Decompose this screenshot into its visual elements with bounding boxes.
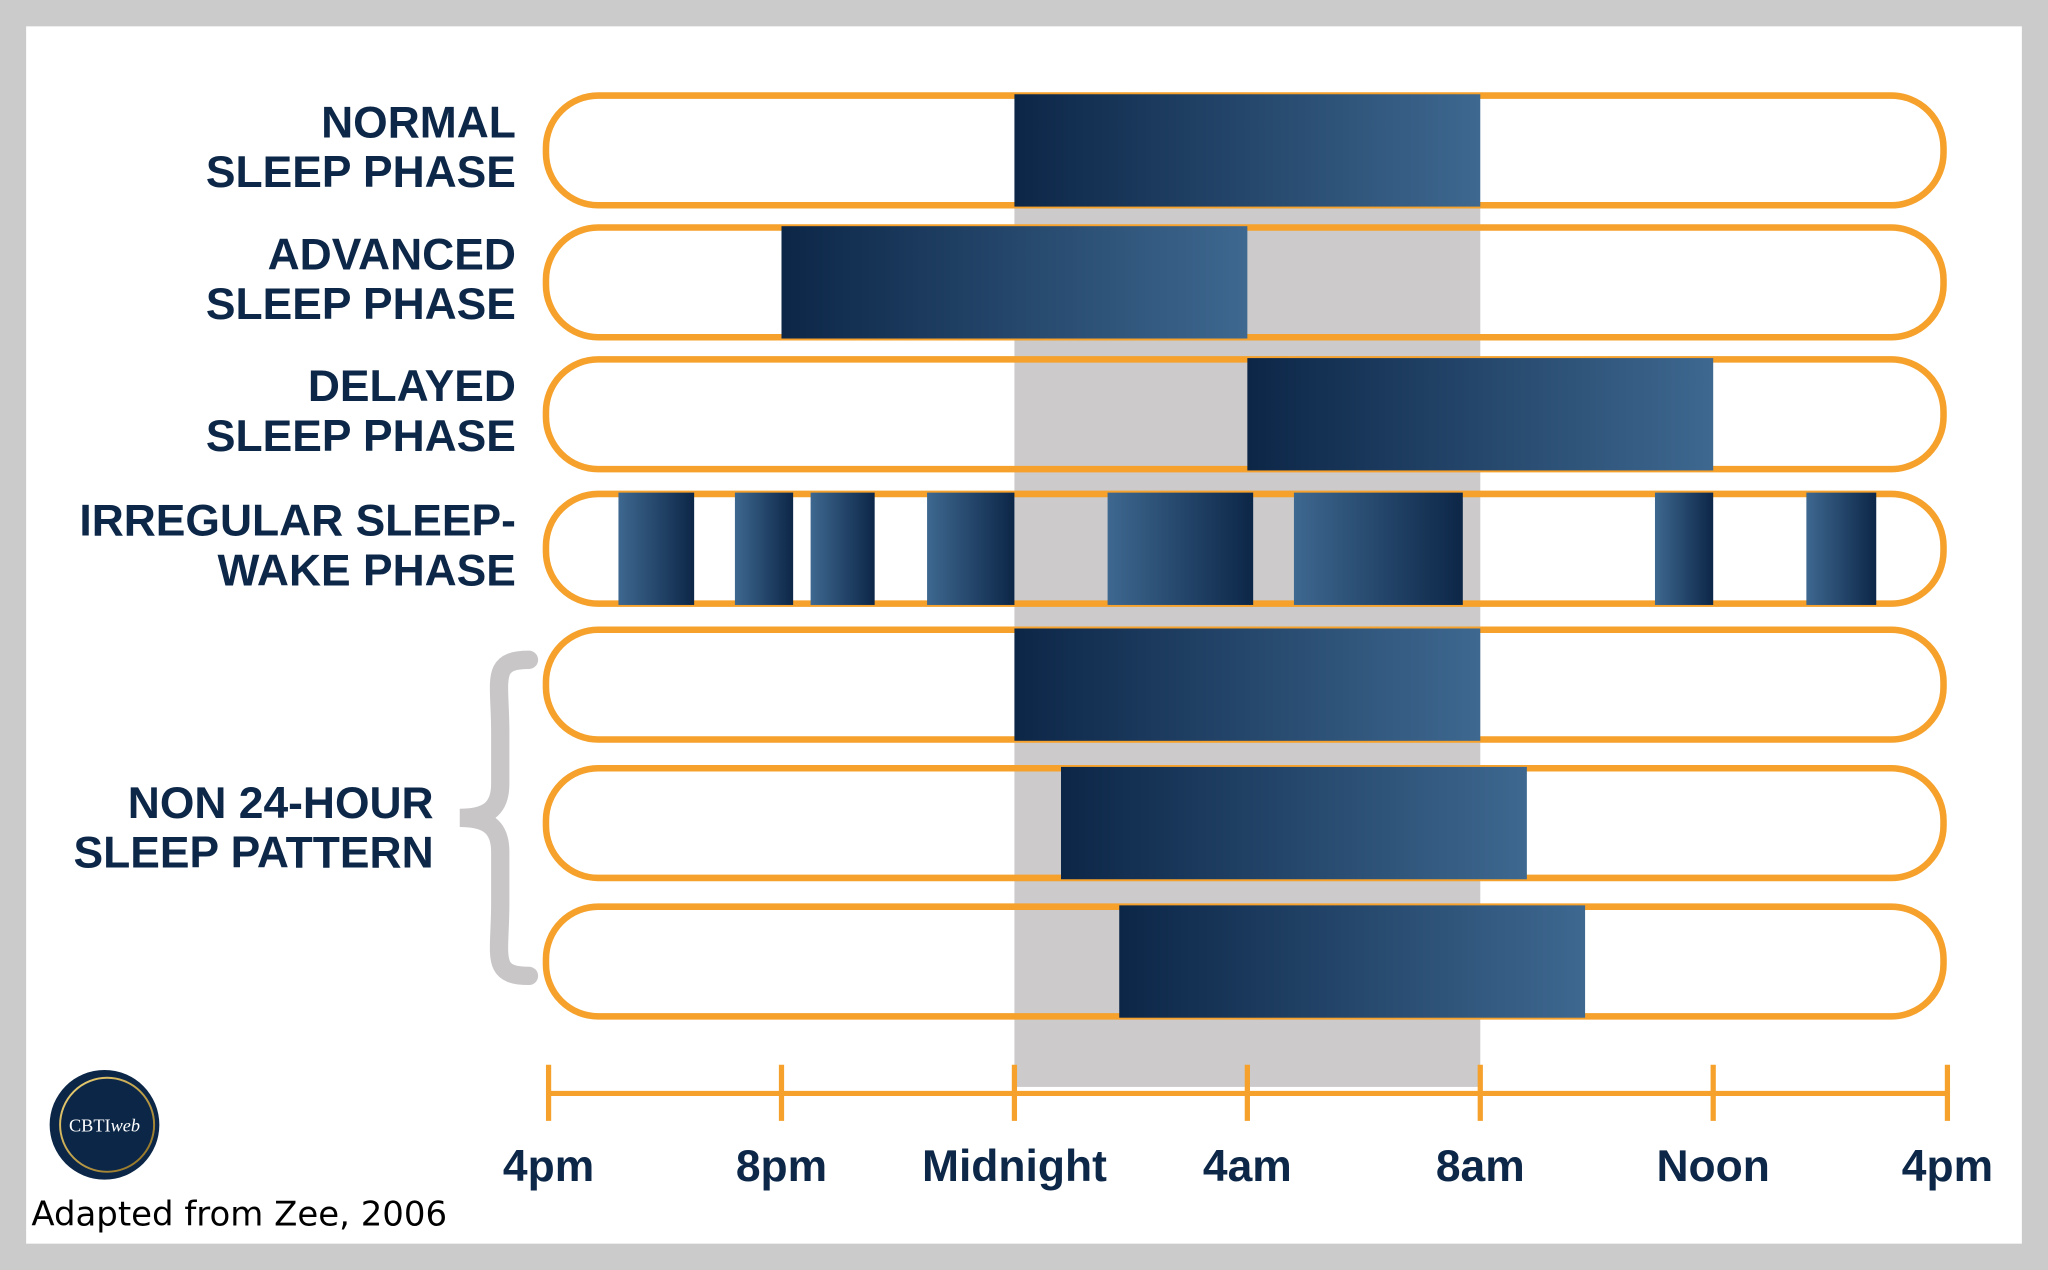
x-tick-label: 8am <box>1436 1142 1525 1191</box>
row-label-line: SLEEP PHASE <box>206 280 516 329</box>
group-label-line-1: NON 24-HOUR <box>128 779 434 828</box>
row-label-line: IRREGULAR SLEEP- <box>79 497 516 546</box>
sleep-block <box>618 492 695 605</box>
chart-row <box>542 764 1947 882</box>
x-tick-label: Noon <box>1656 1142 1769 1191</box>
sleep-block <box>1014 628 1481 741</box>
sleep-block <box>734 492 794 605</box>
chart-row <box>542 356 1947 473</box>
credit-text: Adapted from Zee, 2006 <box>31 1194 447 1234</box>
x-tick-label: 4pm <box>1902 1142 1993 1191</box>
row-outline <box>542 356 1947 473</box>
cbti-logo: CBTIweb <box>49 1069 160 1180</box>
chart-row <box>542 903 1947 1020</box>
sleep-block <box>1806 492 1877 605</box>
sleep-block <box>810 492 875 605</box>
x-tick-label: 4am <box>1203 1142 1292 1191</box>
sleep-block <box>781 226 1248 339</box>
x-tick-label: 4pm <box>503 1142 594 1191</box>
sleep-block <box>1119 905 1586 1018</box>
sleep-block <box>1107 492 1254 605</box>
group-brace <box>459 650 539 986</box>
chart-row <box>542 224 1947 341</box>
sleep-block <box>1293 492 1463 605</box>
sleep-block <box>1014 94 1481 207</box>
sleep-block <box>1247 358 1714 471</box>
row-label-line: NORMAL <box>321 98 516 147</box>
chart-row <box>542 626 1947 743</box>
chart-row <box>542 490 1947 607</box>
sleep-block <box>927 492 1015 605</box>
x-tick-label: Midnight <box>922 1142 1107 1191</box>
chart-row <box>542 92 1947 209</box>
row-label-line: DELAYED <box>308 362 516 411</box>
svg-text:CBTIweb: CBTIweb <box>69 1115 140 1135</box>
sleep-block <box>1061 766 1527 880</box>
row-label-line: SLEEP PHASE <box>206 148 516 197</box>
group-label-line-2: SLEEP PATTERN <box>74 828 434 877</box>
sleep-block <box>1654 492 1714 605</box>
row-label-line: ADVANCED <box>268 230 516 279</box>
x-tick-label: 8pm <box>736 1142 827 1191</box>
row-label-line: SLEEP PHASE <box>206 412 516 461</box>
row-label-line: WAKE PHASE <box>217 546 515 595</box>
